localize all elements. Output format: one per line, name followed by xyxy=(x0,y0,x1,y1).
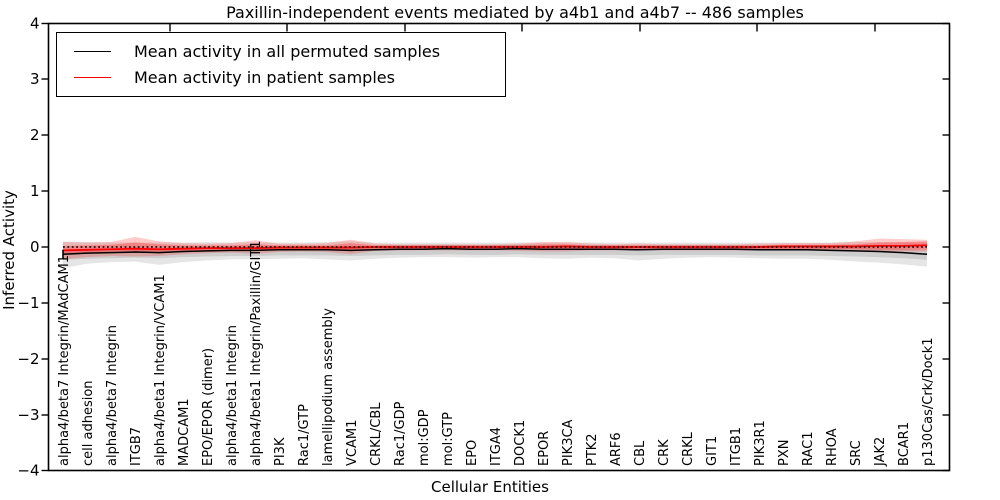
x-tick-label: CBL xyxy=(633,440,648,466)
x-tick-label: PXN xyxy=(777,440,792,466)
legend: Mean activity in all permuted samples Me… xyxy=(56,32,506,97)
x-tick-label: DOCK1 xyxy=(513,420,528,466)
legend-item-permuted: Mean activity in all permuted samples xyxy=(74,41,505,61)
x-tick-label: mol:GDP xyxy=(417,409,432,466)
y-tick-label: 4 xyxy=(30,15,40,33)
x-tick-label: alpha4/beta1 Integrin/VCAM1 xyxy=(153,274,168,466)
x-tick-label: cell adhesion xyxy=(81,380,96,466)
x-tick-label: RAC1 xyxy=(801,431,816,466)
x-tick-label: alpha4/beta7 Integrin xyxy=(105,325,120,466)
legend-label-patient: Mean activity in patient samples xyxy=(134,67,395,87)
x-tick-label: RHOA xyxy=(825,428,840,466)
x-tick-label: p130Cas/Crk/Dock1 xyxy=(921,337,936,466)
x-tick-label: alpha4/beta7 Integrin/MAdCAM1 xyxy=(57,255,72,466)
x-tick-label: VCAM1 xyxy=(345,420,360,466)
y-tick-label: −4 xyxy=(17,462,39,480)
patient-band-outer xyxy=(63,236,927,260)
legend-label-permuted: Mean activity in all permuted samples xyxy=(134,41,441,61)
x-tick-label: Rac1/GTP xyxy=(297,404,312,466)
chart-title: Paxillin-independent events mediated by … xyxy=(226,3,804,22)
x-tick-label: PTK2 xyxy=(585,433,600,466)
x-tick-label: Rac1/GDP xyxy=(393,401,408,466)
y-tick-label: 3 xyxy=(30,70,40,88)
x-tick-label: CRKL/CBL xyxy=(369,402,384,466)
y-tick-label: 2 xyxy=(30,126,40,144)
x-tick-label: PIK3R1 xyxy=(753,420,768,466)
y-tick-label: −2 xyxy=(17,350,39,368)
x-tick-label: EPOR xyxy=(537,431,552,466)
permuted-mean-line xyxy=(62,247,928,256)
x-tick-label: EPO/EPOR (dimer) xyxy=(201,348,216,466)
patient-band-inner xyxy=(63,241,927,255)
x-tick-label: ITGB1 xyxy=(729,427,744,466)
legend-item-patient: Mean activity in patient samples xyxy=(74,67,505,87)
x-tick-label: SRC xyxy=(849,440,864,466)
x-tick-label: mol:GTP xyxy=(441,412,456,466)
x-tick-label: alpha4/beta1 Integrin xyxy=(225,325,240,466)
x-tick-label: ITGA4 xyxy=(489,427,504,466)
x-axis-title: Cellular Entities xyxy=(431,478,549,496)
y-tick-label: 1 xyxy=(30,182,40,200)
x-tick-label: JAK2 xyxy=(873,437,888,467)
y-tick-label: 0 xyxy=(30,238,40,256)
x-tick-label: BCAR1 xyxy=(897,422,912,466)
patient-line-sample xyxy=(74,77,111,78)
x-tick-label: PIK3CA xyxy=(561,419,576,466)
x-tick-label: PI3K xyxy=(273,437,288,466)
x-tick-label: CRK xyxy=(657,439,672,466)
x-tick-label: ARF6 xyxy=(609,432,624,466)
permuted-line-sample xyxy=(74,51,111,52)
y-tick-label: −1 xyxy=(17,294,39,312)
x-tick-label: ITGB7 xyxy=(129,427,144,466)
x-tick-label: EPO xyxy=(465,440,480,466)
x-tick-label: lamellipodium assembly xyxy=(321,308,336,466)
x-tick-label: alpha4/beta1 Integrin/Paxillin/GIT1 xyxy=(249,240,264,466)
x-tick-label: GIT1 xyxy=(705,436,720,466)
x-tick-label: CRKL xyxy=(681,431,696,466)
y-tick-label: −3 xyxy=(17,406,39,424)
x-tick-label: MADCAM1 xyxy=(177,398,192,466)
